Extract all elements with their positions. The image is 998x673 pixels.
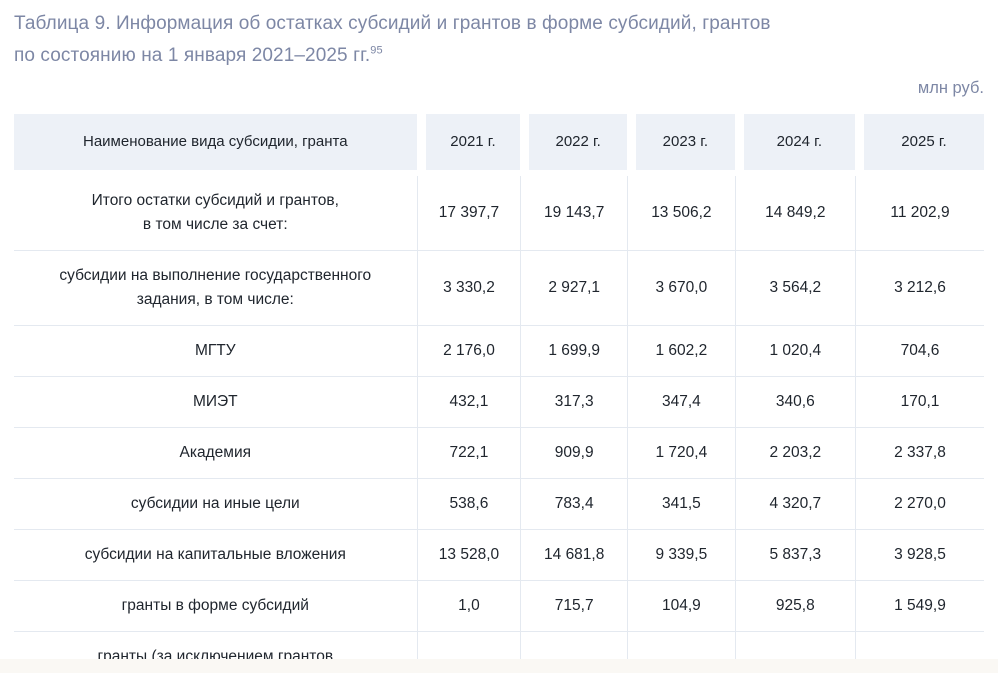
table-row-capital-investment-subsidies: субсидии на капитальные вложения 13 528,… [14,529,984,581]
cell-value: 5 837,3 [734,529,855,581]
cell-value: 722,1 [416,427,521,479]
cell-value: 4 320,7 [734,478,855,530]
cell-value: 2 927,1 [520,250,628,326]
row-label: МИЭТ [14,376,417,428]
cell-value: 104,9 [627,580,735,632]
cell-value: 1 020,4 [734,325,855,377]
table-header-row: Наименование вида субсидии, гранта 2021 … [14,113,984,176]
footnote-reference: 95 [370,44,383,57]
cell-value: 341,5 [627,478,735,530]
cell-value: 715,7 [520,580,628,632]
cell-value: 17 397,7 [416,175,521,251]
column-header-2025: 2025 г. [854,113,984,176]
subsidy-balances-table: Наименование вида субсидии, гранта 2021 … [14,113,984,673]
column-header-2021: 2021 г. [416,113,521,176]
table-title: Таблица 9. Информация об остатках субсид… [14,8,914,72]
cell-value: 1,0 [416,580,521,632]
cell-value: 317,3 [520,376,628,428]
cell-value: 2 176,0 [416,325,521,377]
cell-value: 1 699,9 [520,325,628,377]
cell-value: 340,6 [734,376,855,428]
page-edge-strip [0,659,998,673]
table-row-mgtu: МГТУ 2 176,0 1 699,9 1 602,2 1 020,4 704… [14,325,984,377]
row-label: субсидии на иные цели [14,478,417,530]
cell-value: 14 681,8 [520,529,628,581]
table-row-total: Итого остатки субсидий и грантов, в том … [14,175,984,251]
column-header-2023: 2023 г. [627,113,735,176]
column-header-2024: 2024 г. [734,113,855,176]
cell-value: 13 506,2 [627,175,735,251]
cell-value: 909,9 [520,427,628,479]
cell-value: 14 849,2 [734,175,855,251]
column-header-2022: 2022 г. [520,113,628,176]
table-row-state-task-subsidies: субсидии на выполнение государственного … [14,250,984,326]
row-label: Итого остатки субсидий и грантов, в том … [14,175,417,251]
row-label: субсидии на выполнение государственного … [14,250,417,326]
cell-value: 170,1 [854,376,984,428]
cell-value: 2 203,2 [734,427,855,479]
cell-value: 3 670,0 [627,250,735,326]
unit-label: млн руб. [917,78,984,97]
table-title-line2: по состоянию на 1 января 2021–2025 гг. [14,44,371,66]
table-row-grants-as-subsidies: гранты в форме субсидий 1,0 715,7 104,9 … [14,580,984,632]
cell-value: 704,6 [854,325,984,377]
cell-value: 432,1 [416,376,521,428]
cell-value: 783,4 [520,478,628,530]
cell-value: 9 339,5 [627,529,735,581]
cell-value: 13 528,0 [416,529,521,581]
cell-value: 925,8 [734,580,855,632]
cell-value: 11 202,9 [854,175,984,251]
cell-value: 1 549,9 [854,580,984,632]
table-row-miet: МИЭТ 432,1 317,3 347,4 340,6 170,1 [14,376,984,428]
table-row-academy: Академия 722,1 909,9 1 720,4 2 203,2 2 3… [14,427,984,479]
table-title-line1: Таблица 9. Информация об остатках субсид… [14,13,771,34]
cell-value: 2 270,0 [854,478,984,530]
row-label: гранты в форме субсидий [14,580,417,632]
cell-value: 538,6 [416,478,521,530]
table-row-other-purpose-subsidies: субсидии на иные цели 538,6 783,4 341,5 … [14,478,984,530]
cell-value: 3 212,6 [854,250,984,326]
cell-value: 1 720,4 [627,427,735,479]
row-label: Академия [14,427,417,479]
cell-value: 3 564,2 [734,250,855,326]
cell-value: 1 602,2 [627,325,735,377]
cell-value: 3 928,5 [854,529,984,581]
cell-value: 2 337,8 [854,427,984,479]
cell-value: 19 143,7 [520,175,628,251]
cell-value: 347,4 [627,376,735,428]
cell-value: 3 330,2 [416,250,521,326]
row-label: субсидии на капитальные вложения [14,529,417,581]
column-header-name: Наименование вида субсидии, гранта [14,113,417,176]
row-label: МГТУ [14,325,417,377]
